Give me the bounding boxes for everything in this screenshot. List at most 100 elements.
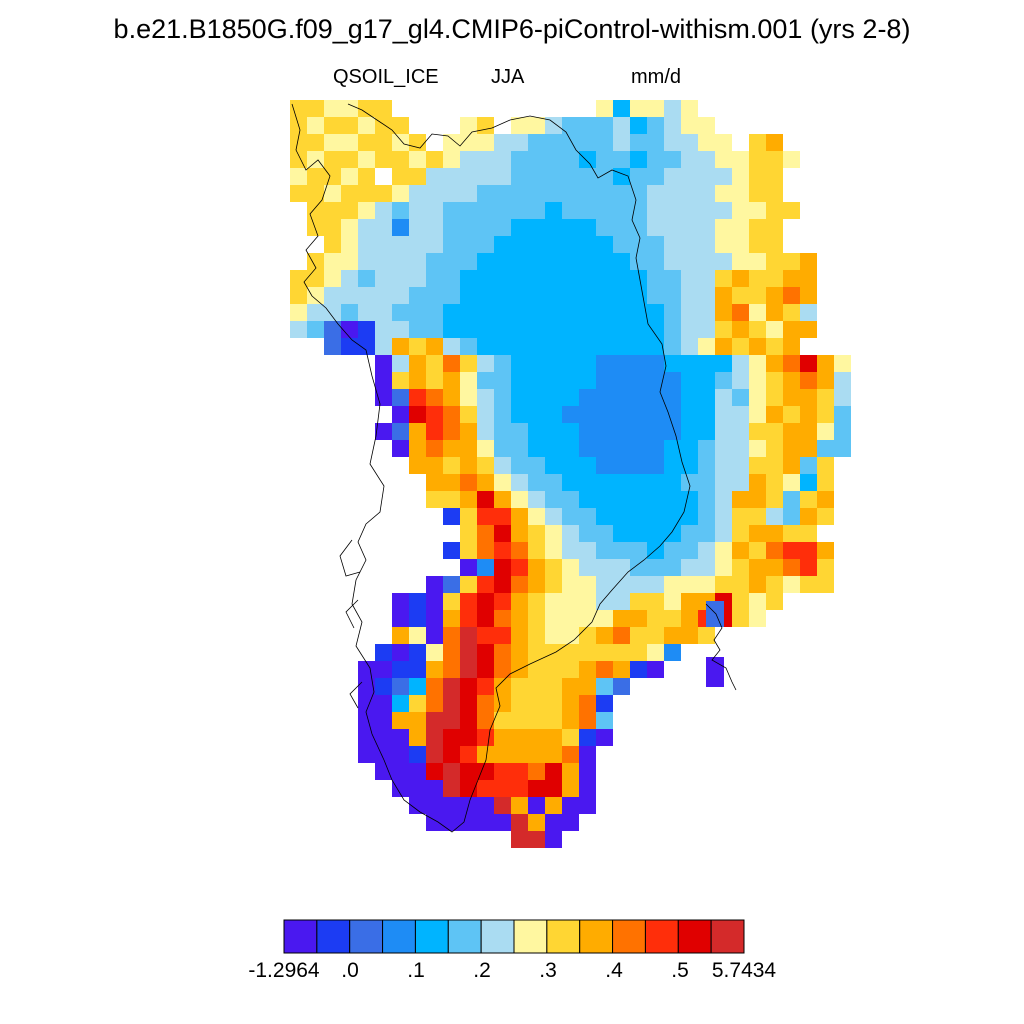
map-cell (647, 372, 664, 389)
map-cell (545, 542, 562, 559)
map-cell (630, 372, 647, 389)
map-cell (698, 202, 715, 219)
map-cell (698, 559, 715, 576)
map-cell (477, 542, 494, 559)
map-cell (596, 525, 613, 542)
map-cell (630, 185, 647, 202)
map-cell (443, 304, 460, 321)
map-cell (630, 559, 647, 576)
map-cell (477, 712, 494, 729)
map-cell (426, 389, 443, 406)
map-cell (460, 321, 477, 338)
map-cell (834, 423, 851, 440)
map-cell (562, 287, 579, 304)
map-cell (630, 389, 647, 406)
map-cell (664, 117, 681, 134)
map-cell (545, 355, 562, 372)
map-cell (562, 185, 579, 202)
map-cell (511, 576, 528, 593)
map-cell (817, 389, 834, 406)
map-cell (562, 678, 579, 695)
map-cell (579, 236, 596, 253)
map-cell (630, 219, 647, 236)
map-cell (443, 406, 460, 423)
map-cell (307, 304, 324, 321)
map-cell (375, 695, 392, 712)
map-cell (664, 627, 681, 644)
map-cell (562, 695, 579, 712)
map-cell (545, 508, 562, 525)
map-cell (341, 253, 358, 270)
map-cell (426, 644, 443, 661)
map-cell (732, 525, 749, 542)
map-cell (358, 321, 375, 338)
map-cell (477, 270, 494, 287)
map-cell (664, 338, 681, 355)
map-cell (494, 423, 511, 440)
map-cell (460, 474, 477, 491)
map-cell (706, 601, 724, 627)
map-cell (511, 287, 528, 304)
map-cell (562, 729, 579, 746)
map-cell (409, 338, 426, 355)
map-cell (545, 678, 562, 695)
map-cell (596, 372, 613, 389)
map-cell (392, 593, 409, 610)
map-cell (664, 287, 681, 304)
colorbar-box (316, 919, 351, 954)
map-cell (749, 287, 766, 304)
map-cell (375, 321, 392, 338)
map-cell (562, 355, 579, 372)
map-cell (460, 661, 477, 678)
map-cell (409, 270, 426, 287)
map-cell (426, 338, 443, 355)
map-cell (613, 236, 630, 253)
map-cell (426, 457, 443, 474)
map-cell (681, 457, 698, 474)
map-cell (732, 491, 749, 508)
map-cell (460, 610, 477, 627)
map-cell (443, 440, 460, 457)
map-cell (460, 576, 477, 593)
map-cell (528, 219, 545, 236)
map-cell (732, 185, 749, 202)
map-cell (596, 287, 613, 304)
map-cell (494, 797, 511, 814)
colorbar-label: .0 (341, 959, 359, 982)
map-cell (562, 253, 579, 270)
map-cell (477, 678, 494, 695)
map-cell (358, 270, 375, 287)
map-cell (732, 423, 749, 440)
map-cell (443, 746, 460, 763)
map-cell (511, 746, 528, 763)
map-cell (392, 627, 409, 644)
map-cell (749, 372, 766, 389)
map-cell (375, 253, 392, 270)
map-cell (630, 168, 647, 185)
map-cell (477, 559, 494, 576)
map-cell (698, 457, 715, 474)
map-cell (800, 491, 817, 508)
map-cell (579, 321, 596, 338)
map-cell (460, 746, 477, 763)
map-cell (698, 372, 715, 389)
map-cell (664, 168, 681, 185)
map-cell (511, 831, 528, 848)
map-cells (290, 100, 851, 848)
map-cell (460, 695, 477, 712)
colorbar-label: -1.2964 (248, 959, 320, 982)
map-cell (409, 389, 426, 406)
map-cell (647, 508, 664, 525)
map-cell (477, 236, 494, 253)
map-cell (528, 185, 545, 202)
map-cell (443, 593, 460, 610)
map-cell (715, 559, 732, 576)
map-cell (715, 542, 732, 559)
map-cell (681, 610, 698, 627)
map-cell (290, 270, 307, 287)
map-cell (783, 440, 800, 457)
map-cell (715, 202, 732, 219)
map-cell (579, 712, 596, 729)
map-cell (511, 542, 528, 559)
